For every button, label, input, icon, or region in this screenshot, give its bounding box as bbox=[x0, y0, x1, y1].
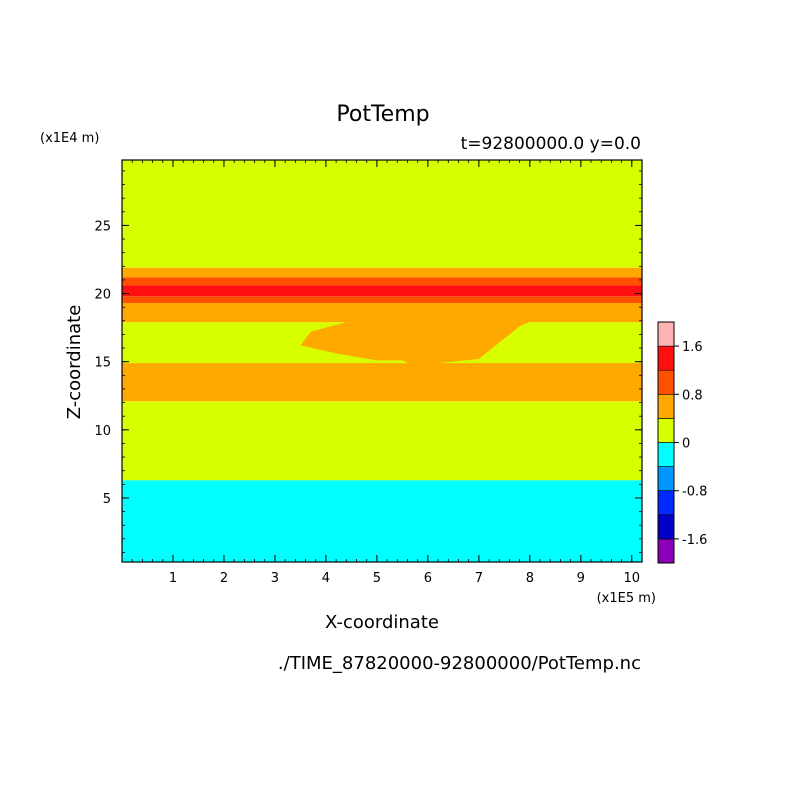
colorbar-swatch bbox=[657, 466, 675, 492]
y-unit-label: (x1E4 m) bbox=[40, 131, 99, 146]
y-axis: 5 10 15 20 25 bbox=[94, 170, 642, 553]
colorbar-swatch bbox=[657, 490, 675, 516]
colorbar-ticks: -1.6 -0.8 0 0.8 1.6 bbox=[674, 340, 707, 548]
colorbar-swatch bbox=[657, 514, 675, 540]
x-tick-label: 3 bbox=[271, 571, 279, 586]
x-tick-label: 4 bbox=[322, 571, 330, 586]
colorbar-tick-label: -0.8 bbox=[682, 485, 707, 500]
y-tick-label: 5 bbox=[103, 492, 111, 507]
contour-band-9 bbox=[122, 160, 642, 268]
colorbar-swatch bbox=[657, 393, 675, 419]
contour-feature-0 bbox=[300, 322, 530, 364]
colorbar-swatch bbox=[657, 418, 675, 443]
colorbar-swatch bbox=[657, 345, 675, 371]
source-file-label: ./TIME_87820000-92800000/PotTemp.nc bbox=[278, 653, 641, 674]
colorbar-swatch bbox=[657, 321, 675, 347]
colorbar-swatch bbox=[657, 538, 675, 564]
contour-band-5 bbox=[122, 296, 642, 304]
colorbar-swatch bbox=[657, 369, 675, 395]
contour-band-8 bbox=[122, 267, 642, 278]
chart-subtitle: t=92800000.0 y=0.0 bbox=[461, 134, 641, 154]
contour-field bbox=[122, 160, 642, 562]
y-tick-label: 20 bbox=[94, 288, 111, 303]
y-tick-label: 25 bbox=[94, 219, 111, 234]
x-tick-label: 10 bbox=[624, 571, 641, 586]
y-tick-label: 10 bbox=[94, 424, 111, 439]
x-tick-label: 2 bbox=[220, 571, 228, 586]
chart-title: PotTemp bbox=[336, 102, 429, 127]
x-tick-label: 8 bbox=[526, 571, 534, 586]
contour-band-1 bbox=[122, 401, 642, 481]
colorbar-tick-label: -1.6 bbox=[682, 533, 707, 548]
x-tick-label: 5 bbox=[373, 571, 381, 586]
y-tick-label: 15 bbox=[94, 356, 111, 371]
x-tick-label: 9 bbox=[577, 571, 585, 586]
x-axis-label: X-coordinate bbox=[325, 612, 439, 633]
colorbar-tick-label: 0 bbox=[682, 437, 690, 452]
contour-band-7 bbox=[122, 277, 642, 286]
x-tick-label: 7 bbox=[475, 571, 483, 586]
colorbar bbox=[657, 321, 675, 564]
x-tick-label: 1 bbox=[169, 571, 177, 586]
plot-frame bbox=[121, 159, 643, 563]
contour-band-0 bbox=[122, 480, 642, 562]
colorbar-tick-label: 1.6 bbox=[682, 340, 703, 355]
y-axis-label: Z-coordinate bbox=[64, 305, 85, 420]
contour-band-2 bbox=[122, 363, 642, 402]
x-axis: 1 2 3 4 5 6 7 8 9 10 bbox=[121, 160, 643, 586]
x-unit-label: (x1E5 m) bbox=[597, 591, 656, 606]
contour-band-6 bbox=[122, 285, 642, 297]
contour-band-4 bbox=[122, 303, 642, 323]
colorbar-swatch bbox=[657, 442, 675, 467]
x-tick-label: 6 bbox=[424, 571, 432, 586]
colorbar-tick-label: 0.8 bbox=[682, 388, 703, 403]
